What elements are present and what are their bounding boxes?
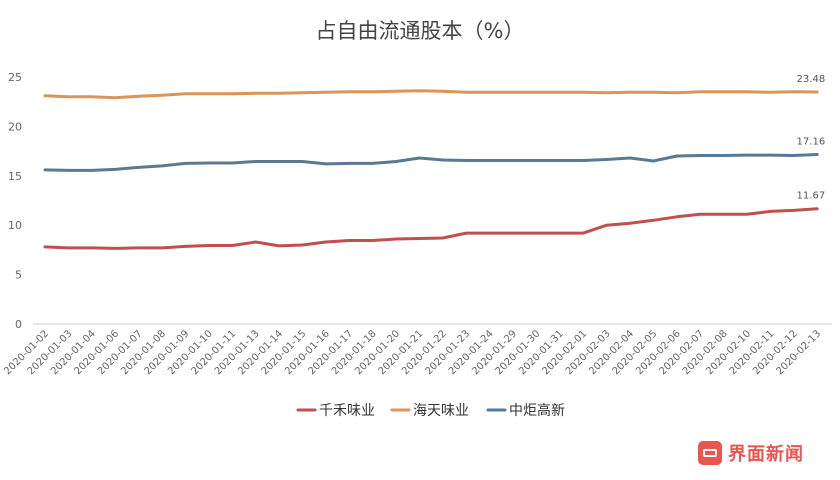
legend-item-label: 海天味业: [413, 403, 469, 419]
series-line: [43, 89, 819, 100]
jiemian-logo-icon: [698, 441, 722, 465]
series-line: [43, 153, 819, 172]
series-group: [43, 89, 819, 250]
x-axis-ticks: 2020-01-022020-01-032020-01-042020-01-06…: [2, 328, 823, 377]
watermark: 界面新闻: [698, 440, 804, 466]
y-axis-ticks: 0 5 10 15 20 25: [8, 71, 22, 331]
series-line: [43, 207, 819, 250]
end-labels: 11.67 23.48 17.16: [797, 74, 826, 202]
end-value-label: 11.67: [797, 191, 826, 202]
legend-item-label: 中炬高新: [509, 402, 565, 419]
end-value-label: 17.16: [797, 136, 826, 147]
end-value-label: 23.48: [797, 74, 826, 85]
legend: 千禾味业 海天味业 中炬高新: [296, 402, 565, 419]
chart-title: 占自由流通股本（%）: [316, 19, 525, 43]
y-tick-label: 20: [8, 120, 22, 133]
y-tick-label: 15: [8, 170, 22, 183]
y-tick-label: 10: [8, 219, 22, 232]
watermark-text: 界面新闻: [728, 444, 804, 465]
y-tick-label: 25: [8, 71, 22, 84]
y-tick-label: 5: [15, 269, 22, 282]
legend-item-label: 千禾味业: [319, 403, 375, 419]
y-tick-label: 0: [15, 318, 22, 331]
